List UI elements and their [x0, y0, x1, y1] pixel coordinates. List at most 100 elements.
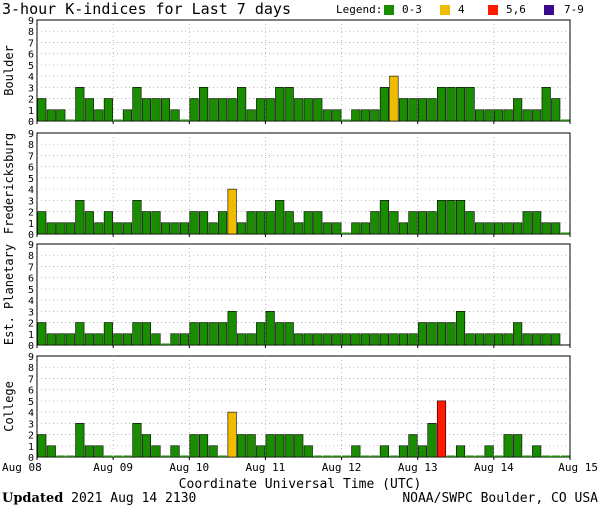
bar — [75, 87, 85, 122]
bar — [65, 222, 75, 235]
bar — [170, 109, 180, 122]
bar — [494, 333, 504, 346]
bar — [284, 87, 294, 122]
bar — [484, 222, 494, 235]
source-credit: NOAA/SWPC Boulder, CO USA — [402, 491, 598, 506]
bar — [208, 445, 218, 458]
bar — [398, 445, 408, 458]
bar — [446, 87, 456, 122]
bar — [417, 211, 428, 235]
y-tick-label: 8 — [28, 363, 34, 374]
bar — [189, 434, 199, 458]
bar — [427, 98, 437, 122]
bar — [294, 434, 304, 458]
x-tick-label: Aug 11 — [246, 461, 286, 474]
bar — [66, 119, 75, 121]
bar — [332, 109, 342, 122]
bar — [94, 445, 104, 458]
bar — [141, 211, 152, 235]
bar — [513, 98, 523, 122]
bar — [436, 400, 447, 458]
bar — [313, 211, 323, 235]
bar — [104, 455, 113, 457]
bar — [398, 222, 408, 235]
y-tick-label: 7 — [28, 38, 34, 49]
x-tick-label: Aug 15 — [558, 461, 598, 474]
y-tick-label: 1 — [28, 330, 34, 341]
bar — [75, 200, 85, 235]
bar — [417, 322, 428, 346]
bar — [361, 455, 370, 457]
updated-timestamp: 2021 Aug 14 2130 — [71, 491, 197, 506]
legend-swatch-7-9 — [544, 5, 554, 15]
bar — [484, 333, 494, 346]
bar — [113, 455, 123, 457]
bar — [475, 222, 485, 235]
bar — [180, 119, 189, 121]
bar — [122, 222, 132, 235]
bar — [551, 98, 561, 122]
y-tick-label: 7 — [28, 262, 34, 273]
bar — [494, 455, 503, 457]
bar — [465, 211, 475, 235]
bar — [294, 98, 304, 122]
bar — [227, 411, 237, 458]
y-tick-label: 7 — [28, 151, 34, 162]
bar — [46, 333, 56, 346]
bar — [379, 200, 389, 235]
bar — [475, 455, 484, 457]
bar — [446, 455, 456, 457]
bar — [389, 333, 399, 346]
bar — [37, 434, 47, 458]
y-tick-label: 3 — [28, 307, 34, 318]
bar — [179, 222, 190, 235]
bar — [141, 322, 152, 346]
bar — [303, 445, 313, 458]
bar — [46, 109, 56, 122]
bar — [408, 98, 418, 122]
bar — [123, 455, 132, 457]
bar — [103, 98, 113, 122]
bar — [151, 211, 161, 235]
bar — [161, 455, 170, 457]
bar — [132, 322, 142, 346]
bar — [189, 98, 199, 122]
bar — [132, 87, 142, 122]
bar — [160, 222, 171, 235]
bar — [484, 445, 494, 458]
y-tick-label: 8 — [28, 140, 34, 151]
bar — [494, 109, 504, 122]
bar — [351, 333, 361, 346]
y-tick-label: 9 — [28, 240, 34, 251]
y-tick-label: 3 — [28, 196, 34, 207]
y-tick-label: 6 — [28, 386, 34, 397]
panel-frame — [36, 19, 571, 122]
bar — [322, 222, 332, 235]
bar — [284, 322, 294, 346]
legend-swatch-0-3 — [384, 5, 394, 15]
bar — [275, 434, 285, 458]
bar — [294, 222, 304, 235]
bar — [522, 211, 532, 235]
bar — [218, 322, 228, 346]
legend-label-7-9: 7-9 — [564, 3, 584, 16]
x-tick-label: Aug 12 — [322, 461, 362, 474]
legend-swatch-5-6 — [488, 5, 498, 15]
bar — [360, 109, 370, 122]
bar — [180, 455, 189, 457]
bar — [322, 333, 332, 346]
y-tick-label: 1 — [28, 106, 34, 117]
bar — [75, 423, 85, 458]
bar — [227, 188, 237, 235]
bar — [56, 333, 66, 346]
y-tick-label: 6 — [28, 274, 34, 285]
bar — [351, 222, 361, 235]
panel-frame — [36, 355, 571, 458]
bar — [370, 109, 380, 122]
bar — [446, 200, 456, 235]
bar — [256, 211, 266, 235]
y-tick-label: 2 — [28, 431, 34, 442]
bar — [265, 434, 275, 458]
bar — [227, 98, 237, 122]
